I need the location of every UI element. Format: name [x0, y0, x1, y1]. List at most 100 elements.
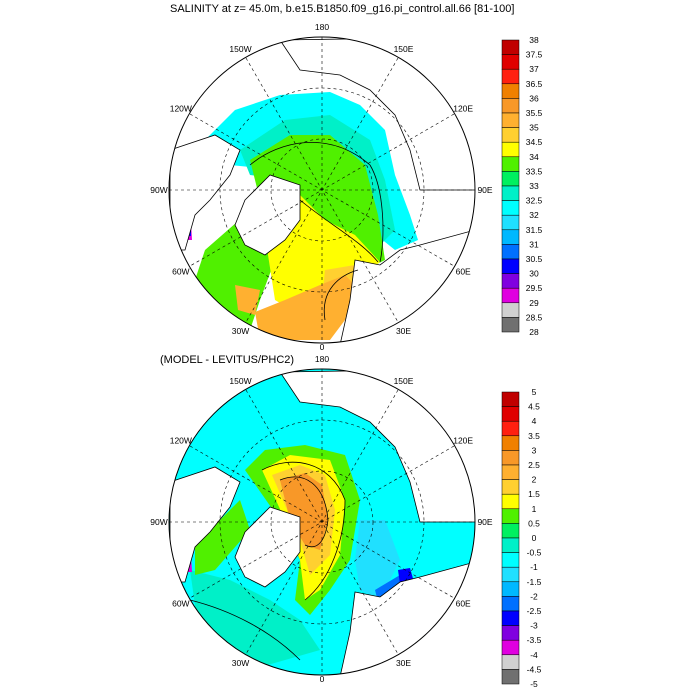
colorbar-label: 28: [529, 327, 539, 337]
colorbar-swatch: [501, 39, 520, 55]
colorbar-label: 34: [529, 152, 539, 162]
colorbar-swatch: [501, 112, 520, 128]
colorbar-label: 32.5: [526, 196, 543, 206]
colorbar-label: -1: [530, 562, 538, 572]
colorbar-swatch: [501, 639, 520, 656]
colorbar-swatch: [501, 435, 520, 451]
longitude-label: 60W: [172, 599, 189, 609]
colorbar-label: 33.5: [526, 166, 543, 176]
colorbar-swatch: [501, 127, 520, 143]
colorbar-swatch: [501, 68, 520, 85]
salinity-region-35-35.5: [235, 285, 260, 315]
colorbar-swatch: [501, 552, 520, 568]
colorbar-label: 28.5: [526, 312, 543, 322]
difference-region-minus-1-minus-0.5: [355, 520, 400, 600]
colorbar-swatch: [501, 625, 520, 641]
top-map-boundary: [168, 36, 476, 344]
colorbar-label: 2.5: [528, 460, 540, 470]
longitude-label: 0: [320, 674, 325, 684]
longitude-label: 180: [315, 354, 329, 364]
longitude-label: 120E: [453, 104, 473, 114]
colorbar-label: 31.5: [526, 225, 543, 235]
difference-region-0-0.5: [195, 500, 250, 575]
colorbar-swatch: [501, 185, 520, 201]
longitude-label: 60E: [456, 267, 471, 277]
colorbar-label: 0.5: [528, 518, 540, 528]
colorbar-label: 37.5: [526, 50, 543, 60]
colorbar-swatch: [501, 420, 520, 437]
colorbar-label: -3.5: [527, 635, 542, 645]
colorbar-label: -5: [530, 679, 538, 689]
longitude-label: 150E: [394, 44, 414, 54]
colorbar-swatch: [501, 523, 520, 539]
colorbar-label: 38: [529, 35, 539, 45]
longitude-label: 30E: [396, 326, 411, 336]
colorbar-swatch: [501, 317, 520, 333]
colorbar-swatch: [501, 508, 520, 524]
colorbar-swatch: [501, 493, 520, 510]
colorbar-swatch: [501, 156, 520, 172]
colorbar-swatch: [501, 479, 520, 495]
colorbar-swatch: [501, 54, 520, 70]
colorbar-swatch: [501, 214, 520, 231]
colorbar-swatch: [501, 302, 520, 318]
colorbar-swatch: [501, 83, 520, 99]
colorbar-label: 5: [532, 387, 537, 397]
longitude-label: 0: [320, 342, 325, 352]
colorbar-swatch: [501, 406, 520, 422]
colorbar-label: 32: [529, 210, 539, 220]
colorbar-label: 36.5: [526, 79, 543, 89]
colorbar-swatch: [501, 244, 520, 260]
colorbar-label: -0.5: [527, 548, 542, 558]
difference-region-2.5-3: [280, 473, 328, 550]
longitude-label: 120E: [453, 436, 473, 446]
colorbar-label: 2: [532, 475, 537, 485]
colorbar-label: 1: [532, 504, 537, 514]
colorbar-swatch: [501, 287, 520, 304]
colorbar-swatch: [501, 654, 520, 670]
colorbar-label: 29: [529, 298, 539, 308]
colorbar-label: 30.5: [526, 254, 543, 264]
colorbar-label: 36: [529, 93, 539, 103]
colorbar-label: -4.5: [527, 664, 542, 674]
colorbar-label: 35.5: [526, 108, 543, 118]
colorbar-swatch: [501, 98, 520, 114]
colorbar-label: 37: [529, 64, 539, 74]
colorbar-label: -1.5: [527, 577, 542, 587]
colorbar-swatch: [501, 391, 520, 407]
colorbar-label: 33: [529, 181, 539, 191]
salinity-region-33.5-34: [195, 135, 385, 330]
colorbar-label: 3: [532, 445, 537, 455]
longitude-label: 60W: [172, 267, 189, 277]
colorbar-label: 3.5: [528, 431, 540, 441]
top-panel-title: SALINITY at z= 45.0m, b.e15.B1850.f09_g1…: [170, 3, 515, 15]
colorbar-swatch: [501, 537, 520, 553]
longitude-label: 90W: [150, 517, 167, 527]
colorbar-label: 31: [529, 239, 539, 249]
colorbar-swatch: [501, 200, 520, 216]
bottom-panel-title: (MODEL - LEVITUS/PHC2): [160, 354, 295, 366]
colorbar-label: -2: [530, 591, 538, 601]
bottom-map-grid: [169, 369, 475, 675]
colorbar-swatch: [501, 596, 520, 612]
colorbar-label: 4: [532, 416, 537, 426]
longitude-label: 150E: [394, 376, 414, 386]
colorbar-swatch: [501, 464, 520, 480]
longitude-label: 180: [315, 22, 329, 32]
longitude-label: 90W: [150, 185, 167, 195]
colorbar-label: -3: [530, 621, 538, 631]
colorbar-swatch: [501, 258, 520, 274]
longitude-label: 60E: [456, 599, 471, 609]
colorbar-label: 34.5: [526, 137, 543, 147]
colorbar-label: -4: [530, 650, 538, 660]
longitude-label: 150W: [229, 376, 251, 386]
longitude-label: 90E: [477, 185, 492, 195]
salinity-region-35-35.5: [255, 275, 355, 340]
colorbar-label: 29.5: [526, 283, 543, 293]
colorbar-label: 4.5: [528, 402, 540, 412]
colorbar-swatch: [501, 273, 520, 289]
colorbar-swatch: [501, 229, 520, 245]
longitude-label: 90E: [477, 517, 492, 527]
top-map-grid: [169, 37, 475, 343]
